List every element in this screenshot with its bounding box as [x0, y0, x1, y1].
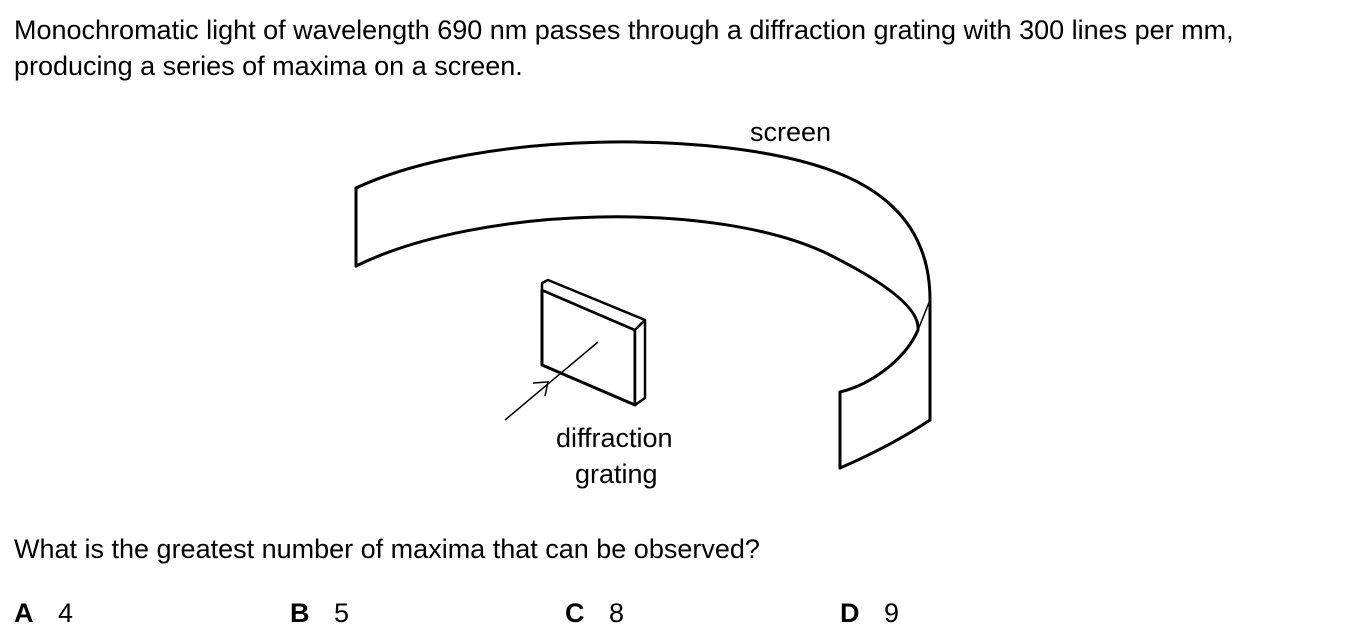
ray-arrowhead [532, 381, 549, 397]
option-value: 9 [884, 598, 900, 628]
screen-bottom-edge [354, 215, 920, 394]
question-prompt: What is the greatest number of maxima th… [14, 534, 760, 564]
grating-label-line2: grating [575, 459, 658, 489]
option-letter: D [840, 598, 860, 628]
screen-fold-line [917, 299, 931, 331]
grating-label-line1: diffraction [556, 423, 673, 453]
curved-screen [354, 140, 932, 470]
ray-line [504, 341, 599, 421]
screen-right-bottom-edge [838, 418, 932, 470]
screen-label: screen [750, 117, 831, 147]
grating-block [540, 278, 647, 407]
option-value: 4 [58, 598, 74, 628]
incident-ray [504, 341, 599, 421]
question-intro: Monochromatic light of wavelength 690 nm… [14, 15, 1234, 81]
option-value: 8 [609, 598, 625, 628]
option-letter: B [290, 598, 310, 628]
option-letter: A [14, 598, 34, 628]
grating-side-face [633, 318, 647, 407]
option-letter: C [565, 598, 585, 628]
screen-top-edge [354, 140, 932, 302]
option-value: 5 [334, 598, 350, 628]
